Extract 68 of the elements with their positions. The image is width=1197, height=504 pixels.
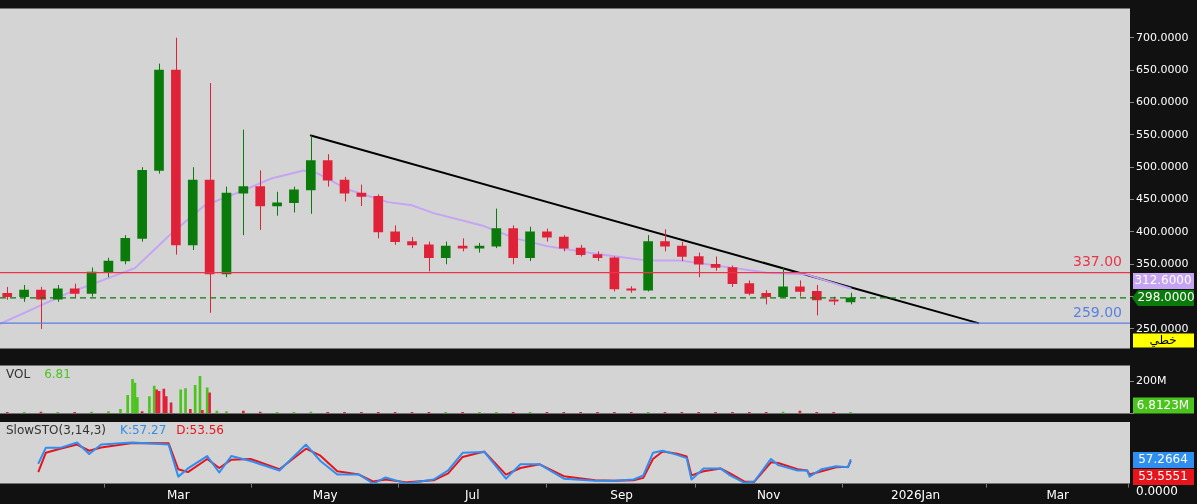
text: 6.8123M xyxy=(1136,397,1190,412)
series-label: K:57.27 xyxy=(120,423,167,438)
bar xyxy=(189,409,192,414)
candlestick xyxy=(407,236,417,249)
y-tick-label: 650.0000 xyxy=(1136,62,1189,76)
text: خطي xyxy=(1149,332,1177,347)
x-tick-label: Jul xyxy=(464,487,480,502)
x-tick-label: Mar xyxy=(166,487,190,502)
bar xyxy=(201,409,204,414)
y-tick-label: 400.0000 xyxy=(1136,224,1189,238)
bar xyxy=(148,396,151,414)
y-tick-label: 350.0000 xyxy=(1136,257,1189,271)
y-tick-label: 700.0000 xyxy=(1136,30,1189,44)
candlestick xyxy=(255,169,266,231)
candlestick xyxy=(373,193,384,239)
series-label: D:53.56 xyxy=(176,423,224,438)
ref-line-label: 337.00 xyxy=(1073,253,1122,270)
candlestick xyxy=(508,224,519,265)
y-tick-label: 200M xyxy=(1136,374,1167,388)
candlestick xyxy=(69,283,80,299)
candlestick xyxy=(272,191,282,217)
candlestick xyxy=(744,279,755,296)
candlestick xyxy=(289,186,299,213)
candlestick xyxy=(305,134,316,215)
bar xyxy=(119,409,122,414)
y-tick-label: 500.0000 xyxy=(1136,160,1189,174)
candlestick xyxy=(693,252,704,278)
annotation: 6.81 xyxy=(44,366,71,381)
x-tick-label: Mar xyxy=(1046,487,1070,502)
bar xyxy=(131,378,134,414)
bar xyxy=(208,392,211,414)
candlestick xyxy=(643,234,653,292)
y-tick-label: 600.0000 xyxy=(1136,95,1189,109)
candlestick xyxy=(440,241,451,265)
x-tick-label: 2026Jan xyxy=(891,487,941,502)
x-tick-label: May xyxy=(312,487,338,502)
bar xyxy=(242,410,245,414)
candlestick xyxy=(171,37,181,256)
x-tick-label: Sep xyxy=(610,487,633,502)
bar xyxy=(126,394,130,414)
ref-line-label: 259.00 xyxy=(1073,303,1122,320)
y-tick-label: 250.0000 xyxy=(1136,321,1189,335)
candlestick xyxy=(120,234,131,265)
text: 53.5551 xyxy=(1138,469,1188,484)
y-tick-label: 450.0000 xyxy=(1136,192,1189,206)
candlestick xyxy=(677,241,687,262)
bar xyxy=(225,411,228,414)
text: 57.2664 xyxy=(1138,452,1188,467)
candlestick xyxy=(137,166,147,243)
candlestick xyxy=(2,286,13,301)
candlestick xyxy=(154,63,164,175)
text: 0.0000 xyxy=(1136,483,1178,498)
candlestick xyxy=(390,224,400,246)
candlestick xyxy=(761,289,772,305)
x-tick-label: Nov xyxy=(756,487,781,502)
candlestick xyxy=(660,228,670,252)
y-tick-label: 550.0000 xyxy=(1136,127,1189,141)
chart-title: VOL xyxy=(6,366,31,381)
ref-line-label: 298.0000 xyxy=(1137,290,1195,305)
candlestick xyxy=(187,166,198,251)
chart-title: SlowSTO(3,14,3) xyxy=(6,423,107,438)
candlestick xyxy=(525,226,535,262)
bar xyxy=(184,388,187,414)
bar xyxy=(107,411,110,414)
candlestick xyxy=(322,153,333,188)
candlestick xyxy=(795,279,805,298)
text: 312.6000 xyxy=(1134,273,1192,288)
bar xyxy=(179,389,183,414)
